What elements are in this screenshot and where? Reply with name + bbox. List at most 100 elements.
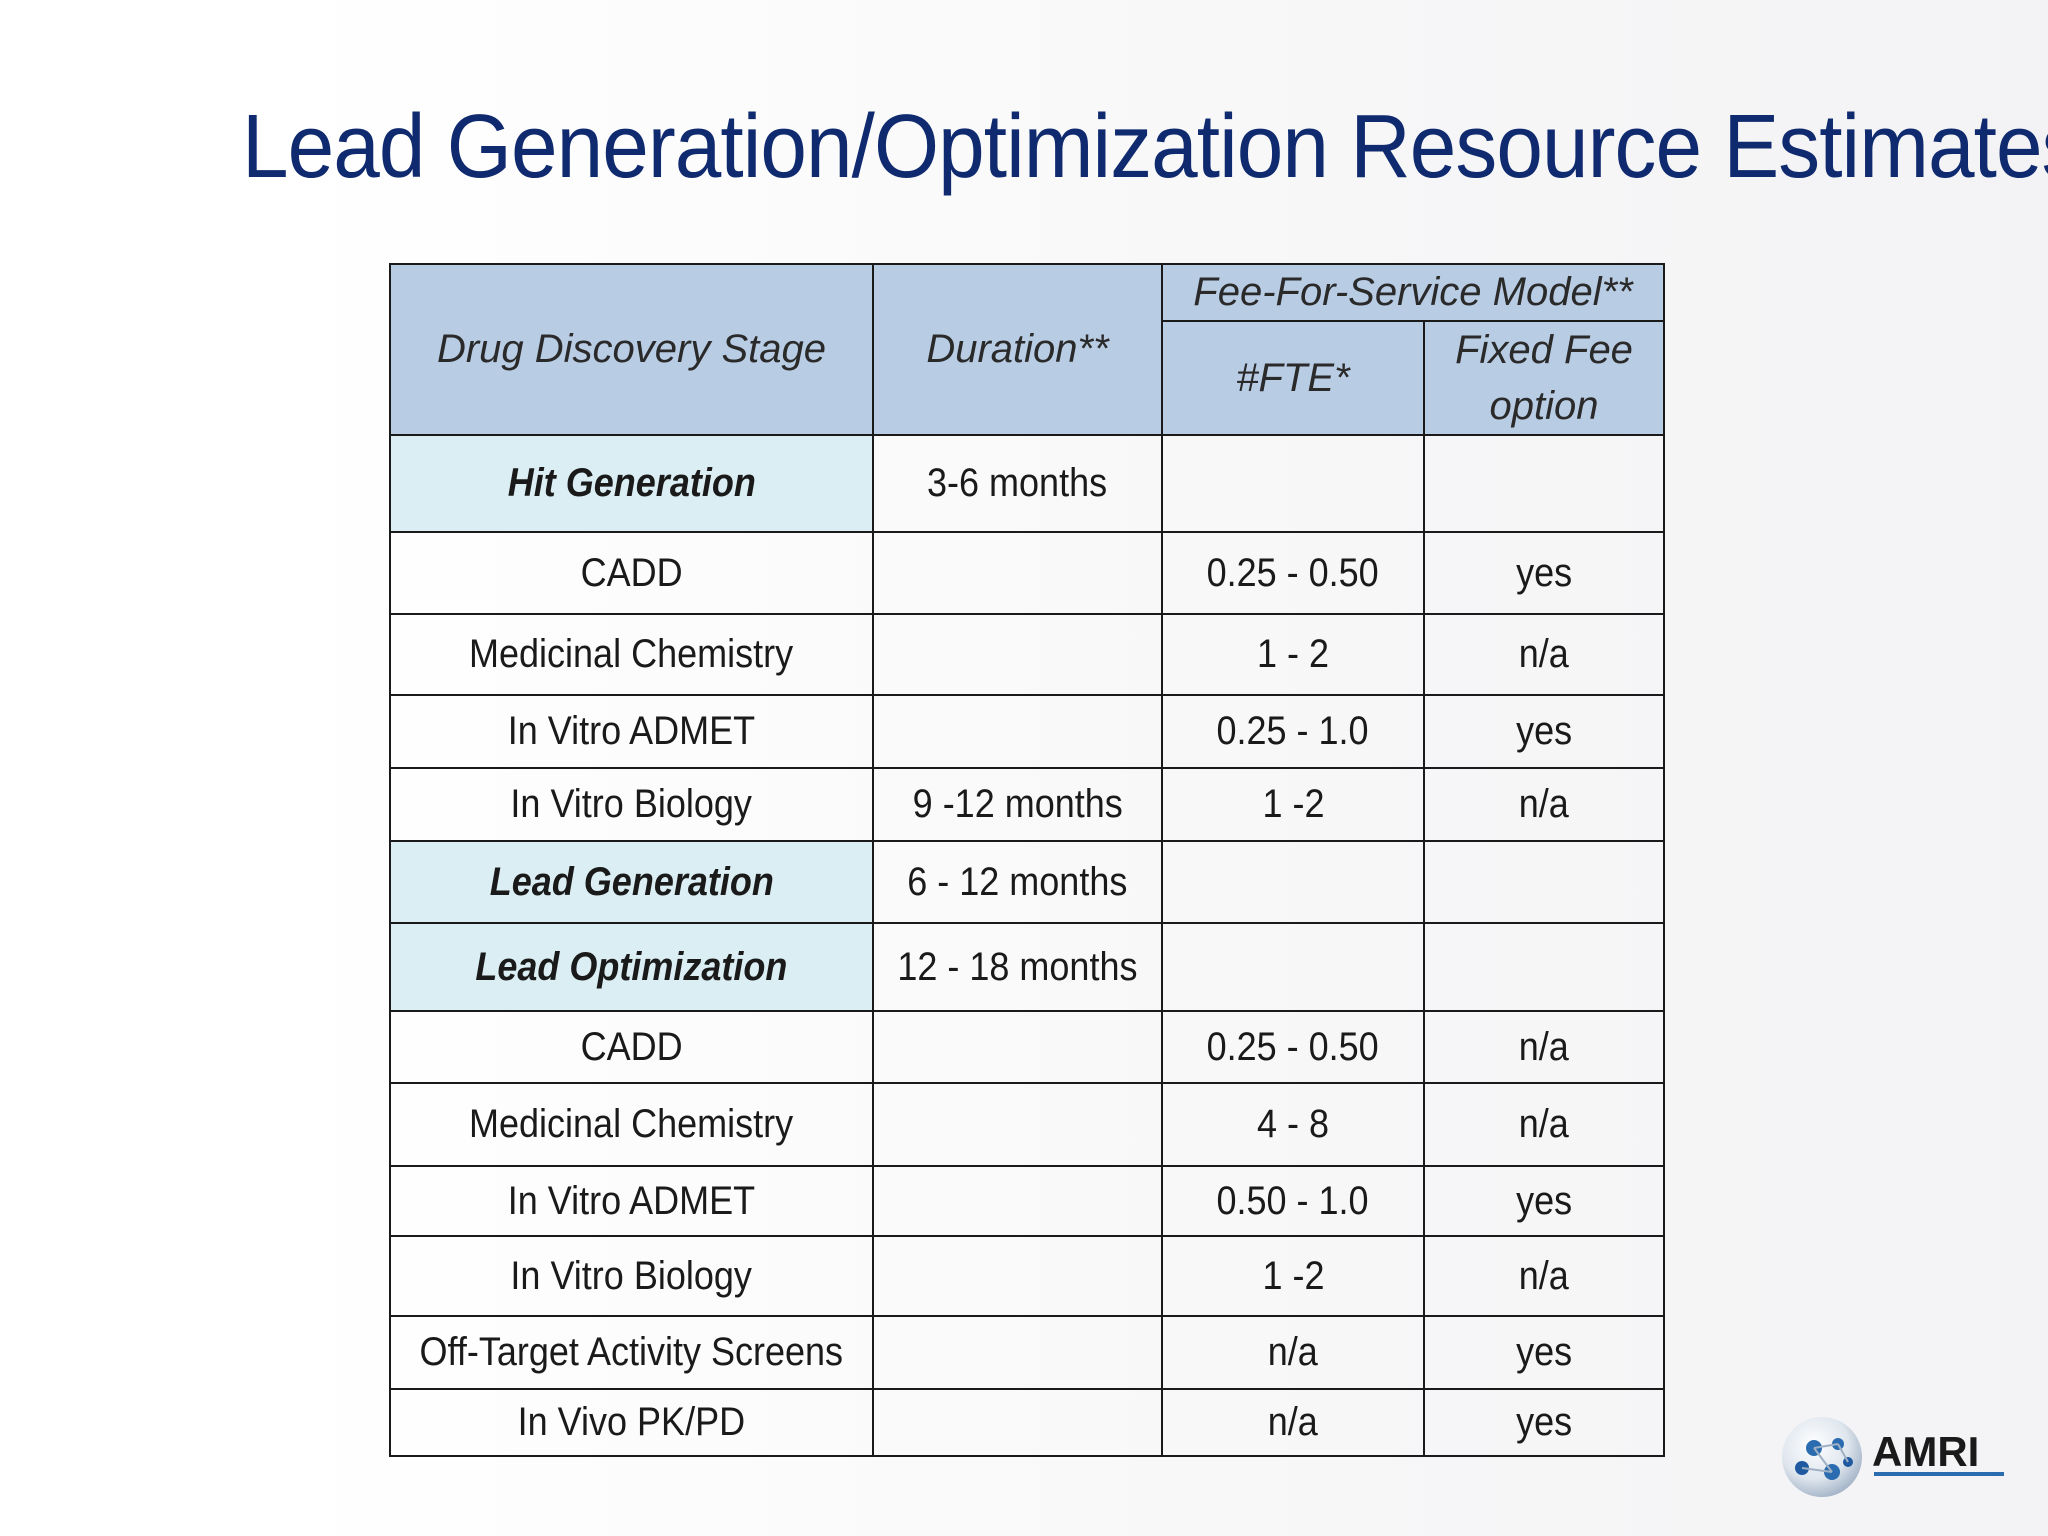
table-row: In Vitro Biology 1 -2 n/a [389,1235,1666,1317]
logo-text: AMRI [1872,1428,1979,1475]
duration-cell [872,1235,1163,1317]
fte-cell-text: 0.25 - 0.50 [1206,550,1380,595]
duration-cell: 12 - 18 months [872,922,1163,1012]
activity-cell-text: CADD [580,550,683,595]
fte-cell-text: n/a [1267,1330,1319,1374]
fte-cell: 0.50 - 1.0 [1161,1165,1425,1237]
activity-cell-text: CADD [580,1024,683,1069]
fte-cell [1161,922,1425,1012]
amri-logo: AMRI [1780,1410,2010,1500]
fixed-fee-cell-text: n/a [1518,1024,1570,1069]
duration-cell-text: 12 - 18 months [897,944,1138,989]
fixed-fee-cell [1422,840,1666,924]
fixed-fee-cell: n/a [1422,1082,1666,1167]
fixed-fee-cell: yes [1422,1165,1666,1237]
fte-cell [1161,434,1425,533]
table-row: In Vitro ADMET 0.50 - 1.0 yes [389,1165,1666,1237]
fixed-fee-cell: yes [1422,694,1666,769]
stage-cell-text: Lead Optimization [475,944,788,989]
fixed-fee-cell: n/a [1422,1010,1666,1084]
table-row: In Vitro Biology 9 -12 months 1 -2 n/a [389,767,1666,842]
fte-cell-text: 0.50 - 1.0 [1216,1178,1370,1223]
table-row: CADD 0.25 - 0.50 n/a [389,1010,1666,1084]
fte-cell-text: 1 -2 [1261,782,1325,826]
duration-cell [872,613,1163,696]
activity-cell-text: Off-Target Activity Screens [419,1330,844,1374]
fte-cell-text: 0.25 - 1.0 [1216,709,1370,753]
stage-cell: Lead Optimization [389,922,874,1012]
activity-cell: CADD [389,531,874,615]
fte-cell: 1 -2 [1161,767,1425,842]
activity-cell: In Vitro ADMET [389,1165,874,1237]
header-fte: #FTE* [1161,320,1425,436]
fixed-fee-cell: n/a [1422,1235,1666,1317]
duration-cell: 3-6 months [872,434,1163,533]
fixed-fee-cell-text: n/a [1518,1102,1570,1146]
header-fee-for-service: Fee-For-Service Model** [1160,263,1666,322]
header-row: Drug Discovery Stage Duration** Fee-For-… [389,263,1666,436]
activity-cell-text: In Vitro Biology [510,1253,753,1298]
table-row: Off-Target Activity Screens n/a yes [389,1315,1666,1390]
fixed-fee-cell-text: n/a [1518,782,1570,826]
activity-cell: In Vitro ADMET [389,694,874,769]
stage-cell-text: Lead Generation [489,859,774,904]
activity-cell-text: In Vitro ADMET [507,1178,756,1223]
duration-cell-text: 6 - 12 months [907,859,1128,904]
activity-cell: In Vitro Biology [389,1235,874,1317]
table-row: In Vivo PK/PD n/a yes [389,1388,1666,1457]
fixed-fee-cell [1422,922,1666,1012]
subheader-row: #FTE* Fixed Fee option [390,320,1666,436]
duration-cell-text: 3-6 months [927,461,1108,505]
stage-cell-text: Hit Generation [507,461,756,505]
page-title: Lead Generation/Optimization Resource Es… [242,97,2048,197]
fte-cell: 0.25 - 0.50 [1161,1010,1425,1084]
activity-cell-text: In Vivo PK/PD [517,1400,746,1444]
stage-row: Lead Optimization 12 - 18 months [389,922,1666,1012]
header-stage: Drug Discovery Stage [389,263,874,436]
fte-cell-text: 1 - 2 [1256,632,1330,676]
activity-cell: Off-Target Activity Screens [389,1315,874,1390]
fixed-fee-cell [1422,434,1666,533]
activity-cell: In Vitro Biology [389,767,874,842]
header-duration: Duration** [872,263,1163,436]
fte-cell: 1 - 2 [1161,613,1425,696]
fte-cell: 0.25 - 1.0 [1161,694,1425,769]
duration-cell-text: 9 -12 months [912,782,1123,826]
table-row: In Vitro ADMET 0.25 - 1.0 yes [389,694,1666,769]
fte-cell: 0.25 - 0.50 [1161,531,1425,615]
header-fixed-fee: Fixed Fee option [1422,320,1666,436]
duration-cell [872,1010,1163,1084]
fte-cell-text: 0.25 - 0.50 [1206,1024,1380,1069]
stage-row: Lead Generation 6 - 12 months [389,840,1666,924]
stage-cell: Lead Generation [389,840,874,924]
fixed-fee-cell-text: yes [1515,709,1573,753]
duration-cell: 6 - 12 months [872,840,1163,924]
activity-cell: Medicinal Chemistry [389,613,874,696]
fixed-fee-cell: yes [1422,1315,1666,1390]
duration-cell [872,694,1163,769]
fixed-fee-cell: yes [1422,531,1666,615]
duration-cell [872,1165,1163,1237]
fte-cell [1161,840,1425,924]
fixed-fee-cell: n/a [1422,767,1666,842]
activity-cell-text: Medicinal Chemistry [469,1102,794,1146]
duration-cell [872,531,1163,615]
fixed-fee-cell-text: yes [1515,550,1573,595]
fixed-fee-cell: n/a [1422,613,1666,696]
amri-logo-mark: AMRI [1782,1417,2004,1497]
fixed-fee-cell-text: n/a [1518,632,1570,676]
duration-cell: 9 -12 months [872,767,1163,842]
activity-cell-text: In Vitro ADMET [507,709,756,753]
duration-cell [872,1388,1163,1457]
resource-table: Drug Discovery Stage Duration** Fee-For-… [389,263,1666,1457]
fte-cell-text: n/a [1267,1400,1319,1444]
table-row: Medicinal Chemistry 4 - 8 n/a [389,1082,1666,1167]
table-row: CADD 0.25 - 0.50 yes [389,531,1666,615]
activity-cell: Medicinal Chemistry [389,1082,874,1167]
activity-cell: CADD [389,1010,874,1084]
fte-cell-text: 4 - 8 [1256,1102,1330,1146]
fte-cell: n/a [1161,1388,1425,1457]
fixed-fee-cell-text: yes [1515,1400,1573,1444]
activity-cell-text: Medicinal Chemistry [469,632,794,676]
activity-cell-text: In Vitro Biology [510,782,753,826]
